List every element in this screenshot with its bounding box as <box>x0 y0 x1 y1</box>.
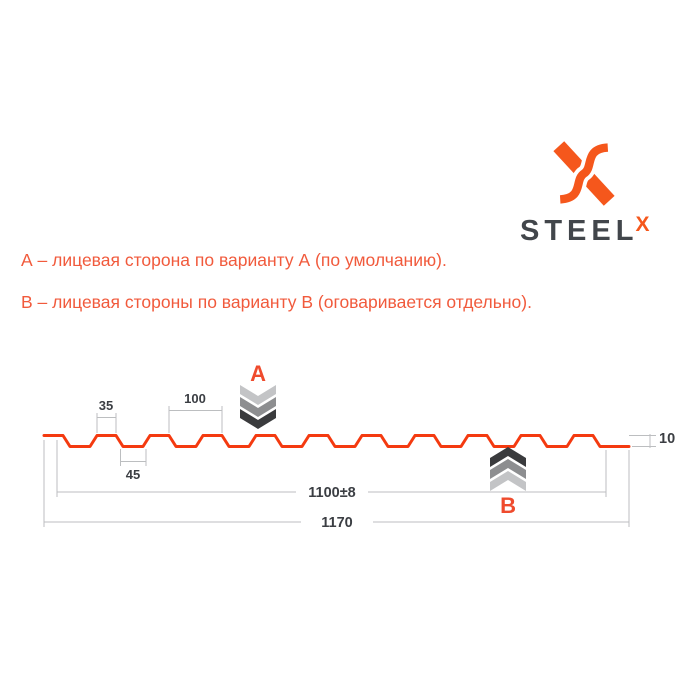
dim-label-rib-base-width: 45 <box>126 467 140 482</box>
note-variant-b: В – лицевая стороны по варианту В (огова… <box>21 292 532 312</box>
dim-overall-width: 1170 <box>43 440 630 531</box>
brand-name-text: STEEL <box>520 215 639 247</box>
chevron-down-dark <box>240 409 276 429</box>
dim-rib-base-width: 45 <box>120 449 147 482</box>
dim-profile-height: 10 <box>629 431 675 448</box>
dim-label-rib-top-width: 35 <box>99 398 113 413</box>
chevron-up-dark <box>490 447 526 467</box>
dim-working-width: 1100±8 <box>56 440 607 501</box>
chevron-down-light <box>240 385 276 405</box>
chevrons-up-icon <box>490 447 526 491</box>
dim-label-working-width: 1100±8 <box>308 485 355 501</box>
variant-a-label: A <box>250 361 266 386</box>
steelx-logo-icon <box>553 141 615 206</box>
chevron-up-mid <box>490 459 526 479</box>
brand-x-superscript: X <box>635 213 650 236</box>
dim-rib-pitch: 100 <box>168 391 223 433</box>
logo-s-curve <box>559 143 609 204</box>
chevrons-down-icon <box>240 385 276 429</box>
note-variant-a: А – лицевая сторона по варианту А (по ум… <box>21 250 447 270</box>
variant-b-marker: B <box>490 447 526 518</box>
profile-drawing: 35 100 45 10 1100±8 <box>42 361 675 531</box>
dim-label-overall-width: 1170 <box>321 515 352 531</box>
chevron-down-mid <box>240 397 276 417</box>
dim-label-rib-pitch: 100 <box>184 391 206 406</box>
variant-b-label: B <box>500 493 516 518</box>
chevron-up-light <box>490 471 526 491</box>
variant-a-marker: A <box>240 361 276 429</box>
dim-label-profile-height: 10 <box>659 431 675 447</box>
brand-wordmark: STEELX <box>520 213 649 248</box>
dim-rib-top-width: 35 <box>96 398 117 433</box>
sheet-profile-line <box>42 434 631 448</box>
